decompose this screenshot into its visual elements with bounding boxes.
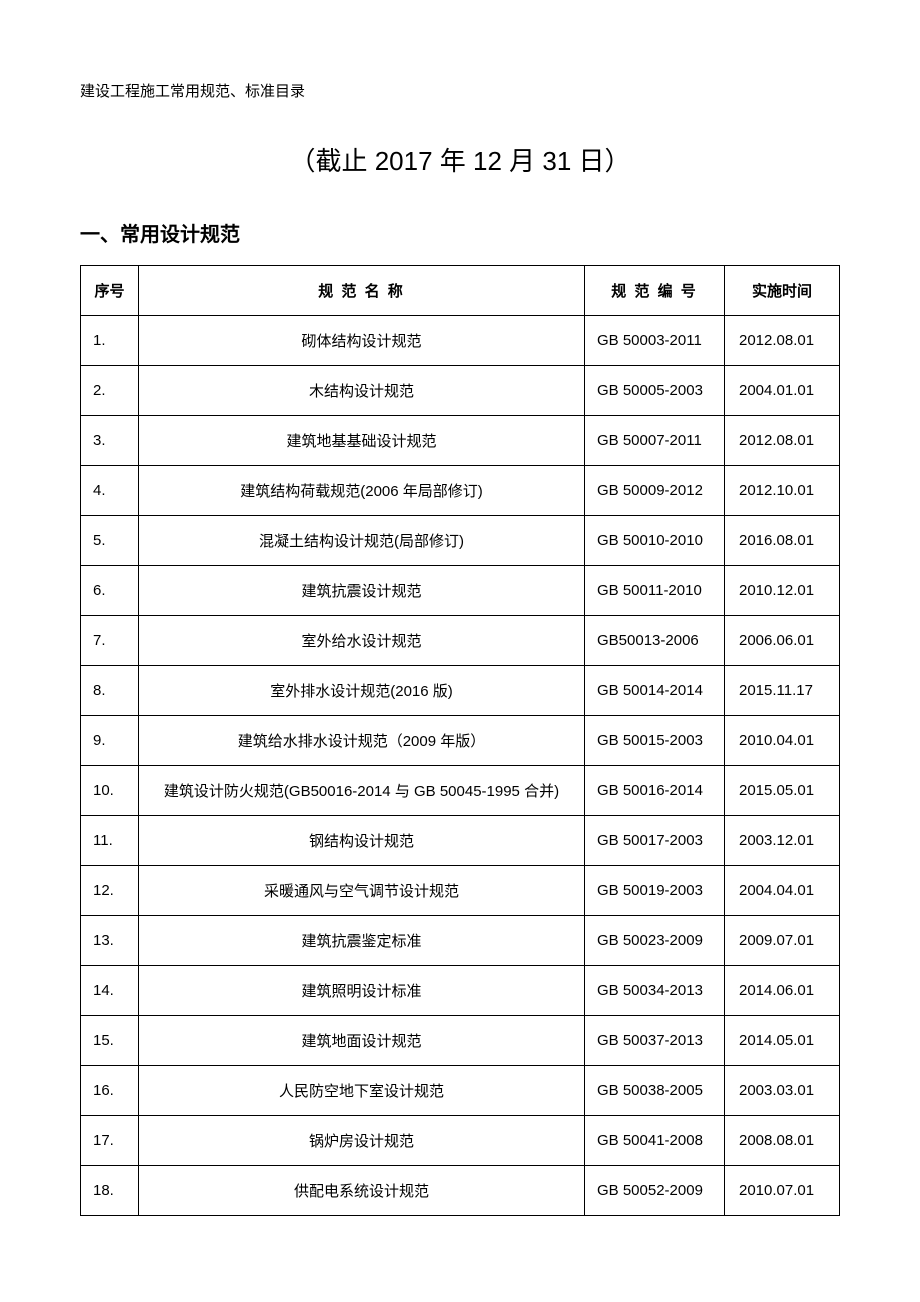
- cell-seq: 6.: [81, 566, 139, 616]
- cell-date: 2016.08.01: [725, 516, 840, 566]
- cell-date: 2009.07.01: [725, 916, 840, 966]
- cell-code: GB 50011-2010: [585, 566, 725, 616]
- cell-code: GB 50007-2011: [585, 416, 725, 466]
- cell-seq: 14.: [81, 966, 139, 1016]
- cell-code: GB 50017-2003: [585, 816, 725, 866]
- cell-name: 建筑照明设计标准: [139, 966, 585, 1016]
- cell-seq: 13.: [81, 916, 139, 966]
- cell-seq: 18.: [81, 1166, 139, 1216]
- cell-date: 2012.10.01: [725, 466, 840, 516]
- document-title: （截止 2017 年 12 月 31 日）: [80, 141, 840, 178]
- cell-code: GB50013-2006: [585, 616, 725, 666]
- section-heading: 一、常用设计规范: [80, 218, 840, 247]
- cell-seq: 4.: [81, 466, 139, 516]
- cell-seq: 7.: [81, 616, 139, 666]
- cell-code: GB 50019-2003: [585, 866, 725, 916]
- cell-code: GB 50003-2011: [585, 316, 725, 366]
- cell-code: GB 50015-2003: [585, 716, 725, 766]
- cell-seq: 3.: [81, 416, 139, 466]
- table-row: 8.室外排水设计规范(2016 版)GB 50014-20142015.11.1…: [81, 666, 840, 716]
- table-row: 9.建筑给水排水设计规范（2009 年版）GB 50015-20032010.0…: [81, 716, 840, 766]
- cell-code: GB 50016-2014: [585, 766, 725, 816]
- col-header-date: 实施时间: [725, 266, 840, 316]
- cell-date: 2004.04.01: [725, 866, 840, 916]
- cell-code: GB 50009-2012: [585, 466, 725, 516]
- cell-code: GB 50041-2008: [585, 1116, 725, 1166]
- table-row: 13.建筑抗震鉴定标准GB 50023-20092009.07.01: [81, 916, 840, 966]
- table-row: 3.建筑地基基础设计规范GB 50007-20112012.08.01: [81, 416, 840, 466]
- standards-table: 序号 规 范 名 称 规 范 编 号 实施时间 1.砌体结构设计规范GB 500…: [80, 265, 840, 1216]
- cell-name: 采暖通风与空气调节设计规范: [139, 866, 585, 916]
- cell-seq: 17.: [81, 1116, 139, 1166]
- cell-code: GB 50034-2013: [585, 966, 725, 1016]
- cell-seq: 11.: [81, 816, 139, 866]
- cell-name: 混凝土结构设计规范(局部修订): [139, 516, 585, 566]
- cell-seq: 8.: [81, 666, 139, 716]
- cell-date: 2004.01.01: [725, 366, 840, 416]
- table-header-row: 序号 规 范 名 称 规 范 编 号 实施时间: [81, 266, 840, 316]
- table-row: 4.建筑结构荷载规范(2006 年局部修订)GB 50009-20122012.…: [81, 466, 840, 516]
- document-header: 建设工程施工常用规范、标准目录: [80, 80, 840, 101]
- cell-seq: 1.: [81, 316, 139, 366]
- cell-date: 2003.03.01: [725, 1066, 840, 1116]
- cell-name: 建筑结构荷载规范(2006 年局部修订): [139, 466, 585, 516]
- cell-name: 供配电系统设计规范: [139, 1166, 585, 1216]
- cell-seq: 15.: [81, 1016, 139, 1066]
- cell-name: 砌体结构设计规范: [139, 316, 585, 366]
- cell-seq: 16.: [81, 1066, 139, 1116]
- cell-seq: 9.: [81, 716, 139, 766]
- table-row: 6.建筑抗震设计规范GB 50011-20102010.12.01: [81, 566, 840, 616]
- cell-date: 2014.05.01: [725, 1016, 840, 1066]
- cell-name: 建筑抗震设计规范: [139, 566, 585, 616]
- cell-seq: 12.: [81, 866, 139, 916]
- table-row: 2.木结构设计规范GB 50005-20032004.01.01: [81, 366, 840, 416]
- table-row: 10.建筑设计防火规范(GB50016-2014 与 GB 50045-1995…: [81, 766, 840, 816]
- cell-date: 2008.08.01: [725, 1116, 840, 1166]
- cell-name: 钢结构设计规范: [139, 816, 585, 866]
- cell-date: 2012.08.01: [725, 416, 840, 466]
- table-row: 12.采暖通风与空气调节设计规范GB 50019-20032004.04.01: [81, 866, 840, 916]
- cell-code: GB 50005-2003: [585, 366, 725, 416]
- table-row: 14.建筑照明设计标准GB 50034-20132014.06.01: [81, 966, 840, 1016]
- cell-name: 室外排水设计规范(2016 版): [139, 666, 585, 716]
- table-row: 17.锅炉房设计规范GB 50041-20082008.08.01: [81, 1116, 840, 1166]
- table-row: 18.供配电系统设计规范GB 50052-20092010.07.01: [81, 1166, 840, 1216]
- cell-code: GB 50037-2013: [585, 1016, 725, 1066]
- table-row: 16.人民防空地下室设计规范GB 50038-20052003.03.01: [81, 1066, 840, 1116]
- table-row: 15.建筑地面设计规范GB 50037-20132014.05.01: [81, 1016, 840, 1066]
- cell-seq: 10.: [81, 766, 139, 816]
- cell-name: 建筑抗震鉴定标准: [139, 916, 585, 966]
- cell-seq: 5.: [81, 516, 139, 566]
- cell-date: 2010.12.01: [725, 566, 840, 616]
- cell-code: GB 50023-2009: [585, 916, 725, 966]
- cell-name: 建筑给水排水设计规范（2009 年版）: [139, 716, 585, 766]
- cell-name: 人民防空地下室设计规范: [139, 1066, 585, 1116]
- cell-code: GB 50014-2014: [585, 666, 725, 716]
- cell-date: 2006.06.01: [725, 616, 840, 666]
- col-header-code: 规 范 编 号: [585, 266, 725, 316]
- cell-date: 2014.06.01: [725, 966, 840, 1016]
- cell-seq: 2.: [81, 366, 139, 416]
- table-row: 7.室外给水设计规范GB50013-20062006.06.01: [81, 616, 840, 666]
- cell-date: 2010.07.01: [725, 1166, 840, 1216]
- col-header-name: 规 范 名 称: [139, 266, 585, 316]
- cell-name: 室外给水设计规范: [139, 616, 585, 666]
- cell-code: GB 50010-2010: [585, 516, 725, 566]
- cell-name: 建筑地基基础设计规范: [139, 416, 585, 466]
- table-row: 5.混凝土结构设计规范(局部修订)GB 50010-20102016.08.01: [81, 516, 840, 566]
- cell-code: GB 50038-2005: [585, 1066, 725, 1116]
- cell-name: 木结构设计规范: [139, 366, 585, 416]
- cell-date: 2010.04.01: [725, 716, 840, 766]
- cell-date: 2015.05.01: [725, 766, 840, 816]
- table-row: 11.钢结构设计规范GB 50017-20032003.12.01: [81, 816, 840, 866]
- cell-code: GB 50052-2009: [585, 1166, 725, 1216]
- col-header-seq: 序号: [81, 266, 139, 316]
- cell-name: 锅炉房设计规范: [139, 1116, 585, 1166]
- cell-name: 建筑地面设计规范: [139, 1016, 585, 1066]
- cell-date: 2015.11.17: [725, 666, 840, 716]
- table-row: 1.砌体结构设计规范GB 50003-20112012.08.01: [81, 316, 840, 366]
- cell-date: 2012.08.01: [725, 316, 840, 366]
- cell-date: 2003.12.01: [725, 816, 840, 866]
- cell-name: 建筑设计防火规范(GB50016-2014 与 GB 50045-1995 合并…: [139, 766, 585, 816]
